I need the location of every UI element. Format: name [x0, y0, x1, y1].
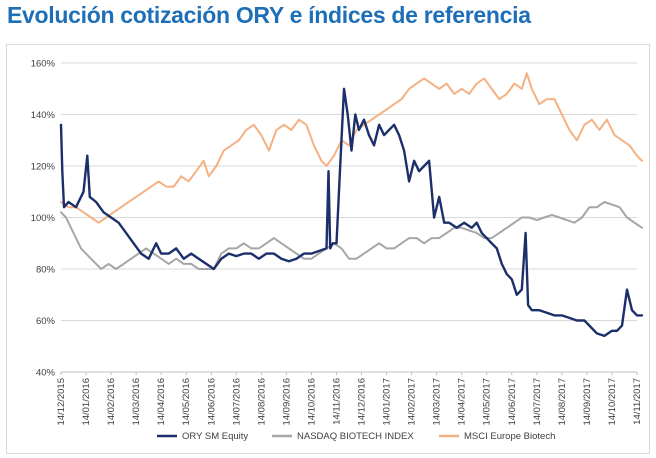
y-tick-label: 140% — [31, 110, 56, 121]
x-tick-label: 14/07/2016 — [231, 378, 242, 426]
y-tick-label: 40% — [36, 368, 56, 379]
x-tick-label: 14/11/2016 — [331, 378, 342, 425]
y-tick-label: 100% — [31, 213, 56, 224]
x-tick-label: 14/04/2016 — [156, 378, 167, 426]
x-tick-label: 14/11/2017 — [632, 378, 643, 425]
x-tick-label: 14/12/2016 — [357, 378, 368, 426]
x-tick-label: 14/07/2017 — [532, 378, 543, 426]
x-tick-label: 14/09/2017 — [582, 378, 593, 426]
series-line-ory — [59, 87, 644, 338]
line-chart: 40% 60% 80% 100% 120% 140% 160% 14/12/2015 14/01… — [31, 59, 644, 442]
y-tick-label: 120% — [31, 162, 56, 173]
gridlines — [61, 62, 637, 373]
x-tick-label: 14/04/2017 — [457, 378, 468, 426]
x-tick-label: 14/09/2016 — [281, 378, 292, 426]
page-title: Evolución cotización ORY e índices de re… — [7, 2, 531, 28]
legend-label-nasdaq: NASDAQ BIOTECH INDEX — [297, 431, 414, 442]
x-tick-label: 14/08/2017 — [557, 378, 568, 426]
x-tick-label: 14/03/2017 — [432, 378, 443, 426]
chart-frame: 40% 60% 80% 100% 120% 140% 160% 14/12/2015 14/01… — [6, 44, 650, 454]
x-tick-label: 14/06/2016 — [206, 378, 217, 426]
legend-label-ory: ORY SM Equity — [182, 431, 248, 442]
x-tick-label: 14/01/2017 — [382, 378, 393, 426]
x-tick-label: 14/02/2017 — [407, 378, 418, 426]
series-lines — [59, 72, 644, 338]
y-tick-label: 160% — [31, 59, 56, 70]
x-tick-label: 14/05/2017 — [482, 378, 493, 426]
x-tick-label: 14/05/2016 — [181, 378, 192, 426]
x-tick-label: 14/01/2016 — [81, 378, 92, 426]
x-tick-label: 14/10/2016 — [306, 378, 317, 426]
y-tick-label: 60% — [36, 316, 56, 327]
series-line-nasdaq — [60, 201, 643, 270]
legend-label-msci: MSCI Europe Biotech — [464, 431, 555, 442]
x-tick-label: 14/02/2016 — [106, 378, 117, 426]
axes: 40% 60% 80% 100% 120% 140% 160% 14/12/2015 14/01… — [31, 59, 643, 426]
legend: ORY SM Equity NASDAQ BIOTECH INDEX MSCI Eu… — [157, 431, 555, 442]
x-tick-label: 14/03/2016 — [131, 378, 142, 426]
y-tick-label: 80% — [36, 265, 56, 276]
x-tick-label: 14/06/2017 — [507, 378, 518, 426]
x-tick-label: 14/10/2017 — [607, 378, 618, 426]
x-tick-label: 14/12/2015 — [56, 378, 67, 426]
x-tick-label: 14/08/2016 — [256, 378, 267, 426]
